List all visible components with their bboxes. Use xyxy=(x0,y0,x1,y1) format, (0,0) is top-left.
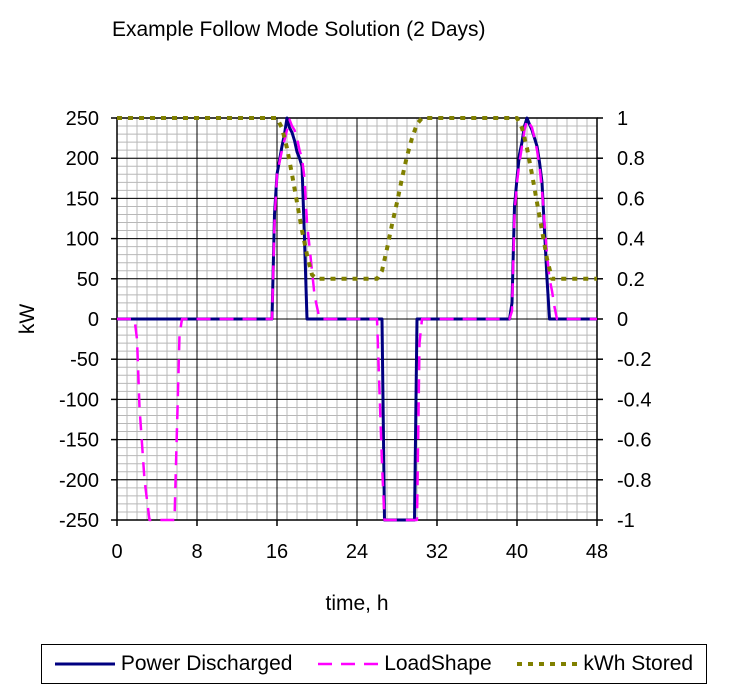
x-axis-label: time, h xyxy=(325,592,388,615)
y-tick-label: -150 xyxy=(59,430,99,452)
y-axis-label: kW xyxy=(16,304,39,335)
y2-tick-label: 0.2 xyxy=(617,269,645,291)
y-tick-label: -100 xyxy=(59,389,99,411)
axis-labels: 0 8 16 24 32 40 48 250 200 150 100 50 0 -50 -100 -150 -2… xyxy=(16,108,651,615)
y-tick-label: 0 xyxy=(88,309,99,331)
series-line-loadshape xyxy=(117,118,597,522)
y-tick-label: -50 xyxy=(70,349,99,371)
line-chart: 0 8 16 24 32 40 48 250 200 150 100 50 0 -50 -100 -150 -2… xyxy=(16,108,651,615)
x-tick-label: 24 xyxy=(346,541,368,563)
y2-tick-label: -1 xyxy=(617,510,635,532)
x-tick-label: 16 xyxy=(266,541,288,563)
legend: Power Discharged LoadShape kWh Stored xyxy=(41,644,707,684)
x-tick-label: 40 xyxy=(506,541,528,563)
y2-tick-label: 1 xyxy=(617,108,628,130)
x-tick-label: 8 xyxy=(191,541,202,563)
y2-tick-label: -0.2 xyxy=(617,349,651,371)
legend-label-0: Power Discharged xyxy=(120,652,293,675)
legend-swatch-solid xyxy=(54,662,115,666)
legend-entry-0: Power Discharged xyxy=(54,652,293,676)
y2-tick-label: 0.8 xyxy=(617,148,645,170)
legend-entry-2: kWh Stored xyxy=(517,652,693,676)
y-tick-label: 50 xyxy=(77,269,99,291)
y2-tick-label: 0.4 xyxy=(617,229,645,251)
y-tick-label: -200 xyxy=(59,470,99,492)
x-tick-label: 0 xyxy=(111,541,122,563)
y-tick-label: -250 xyxy=(59,510,99,532)
x-tick-label: 48 xyxy=(586,541,608,563)
series-line-kwh-stored xyxy=(117,116,597,281)
y2-tick-label: -0.4 xyxy=(617,389,651,411)
y2-tick-label: 0.6 xyxy=(617,188,645,210)
x-tick-label: 32 xyxy=(426,541,448,563)
series-line-power-discharged xyxy=(117,116,597,522)
legend-entry-1: LoadShape xyxy=(318,652,492,676)
y-tick-label: 150 xyxy=(66,188,99,210)
legend-swatch-dotted xyxy=(517,662,578,666)
y2-tick-label: -0.6 xyxy=(617,430,651,452)
y-tick-label: 250 xyxy=(66,108,99,130)
legend-swatch-dashed xyxy=(318,662,379,666)
legend-label-2: kWh Stored xyxy=(583,652,694,675)
y2-tick-label: -0.8 xyxy=(617,470,651,492)
y2-tick-label: 0 xyxy=(617,309,628,331)
y-tick-label: 100 xyxy=(66,229,99,251)
legend-label-1: LoadShape xyxy=(384,652,492,675)
chart-title: Example Follow Mode Solution (2 Days) xyxy=(112,18,486,41)
series-layer xyxy=(117,116,597,522)
y-tick-label: 200 xyxy=(66,148,99,170)
